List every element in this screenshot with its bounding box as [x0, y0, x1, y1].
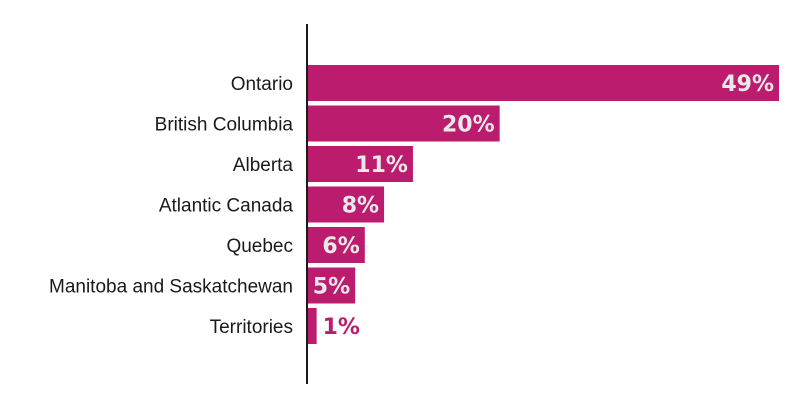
value-label: 49% [721, 72, 774, 97]
category-label: British Columbia [155, 115, 294, 136]
bar [307, 308, 317, 344]
bars-group [307, 65, 779, 344]
category-label: Territories [210, 317, 293, 338]
category-label: Ontario [231, 74, 293, 95]
category-labels-group: Ontario British Columbia Alberta Atlantic C… [49, 74, 293, 338]
bar [307, 65, 779, 101]
value-label: 6% [322, 234, 359, 259]
value-label: 8% [342, 194, 379, 219]
category-label: Alberta [233, 155, 294, 176]
bar [307, 227, 365, 263]
value-label: 11% [355, 153, 408, 178]
value-label: 20% [442, 113, 495, 138]
bar [307, 146, 413, 182]
value-label: 1% [323, 315, 360, 340]
category-label: Manitoba and Saskatchewan [49, 277, 293, 298]
category-label: Quebec [226, 236, 293, 257]
category-label: Atlantic Canada [159, 196, 294, 217]
value-label: 5% [313, 275, 350, 300]
value-labels-group: 49% 20% 11% 8% 6% 5% 1% [313, 72, 774, 340]
bar [307, 267, 356, 304]
bar [307, 186, 385, 223]
bar [307, 105, 500, 142]
